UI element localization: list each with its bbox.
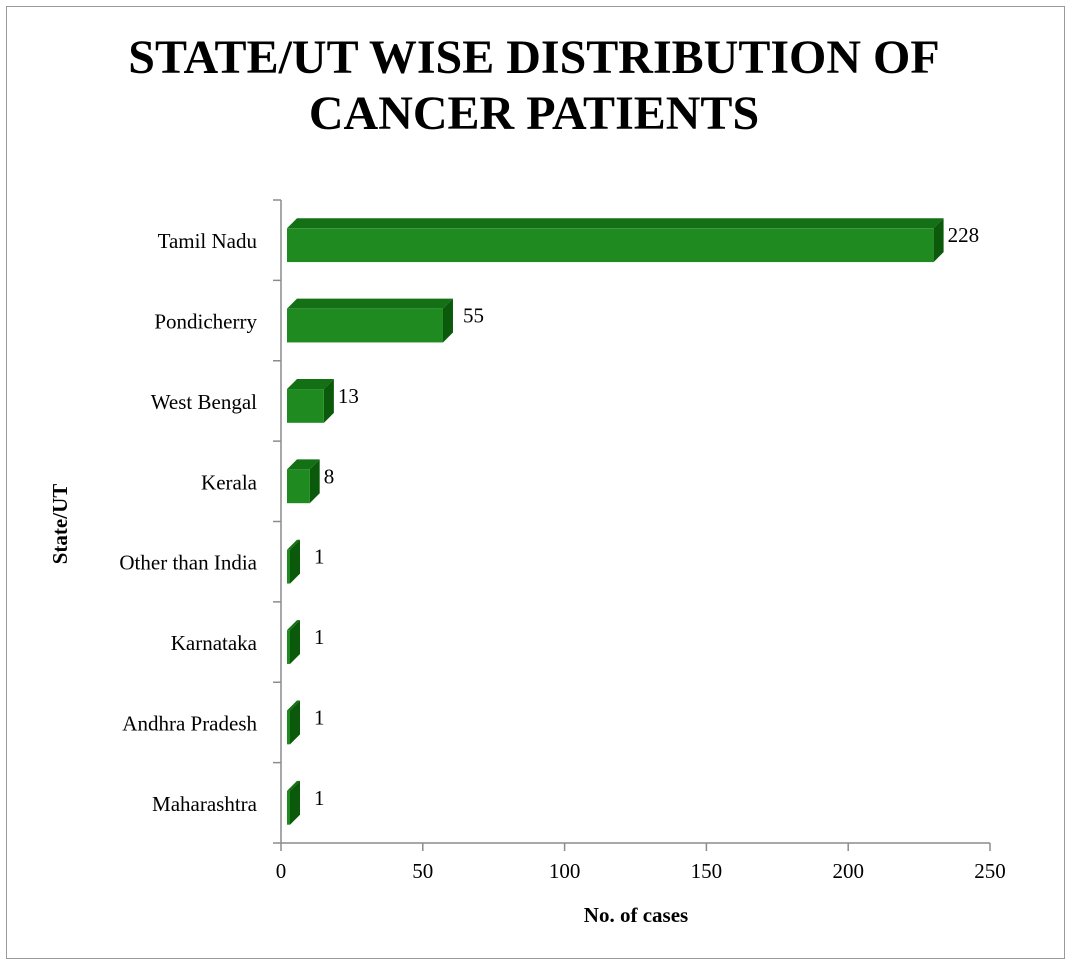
data-label: 1 (314, 786, 325, 810)
x-tick-label: 0 (276, 859, 287, 883)
bar-side (309, 459, 320, 504)
bar-front (287, 549, 290, 584)
data-label: 8 (324, 464, 335, 488)
bar (287, 459, 320, 504)
bar-side (290, 620, 300, 664)
bar-top (287, 218, 944, 229)
x-axis-title: No. of cases (584, 903, 688, 927)
axes (273, 199, 991, 851)
bar-top (287, 459, 320, 470)
data-label: 1 (314, 705, 325, 729)
bar-side (290, 700, 300, 745)
bar-side (323, 379, 334, 423)
bar-side (933, 218, 944, 263)
data-label: 1 (314, 625, 325, 649)
x-tick-label: 150 (691, 859, 723, 883)
labels: 0 50 100 150 200 250 Tamil Nadu 228 Pondicherry 5… (119, 223, 1005, 883)
category-label: Andhra Pradesh (122, 711, 257, 735)
bar-front (287, 630, 290, 664)
category-label: Maharashtra (152, 792, 258, 816)
bar-top (287, 379, 334, 390)
category-label: Tamil Nadu (158, 229, 258, 253)
bar-top (287, 780, 300, 791)
chart-title: STATE/UT WISE DISTRIBUTION OF CANCER PAT… (0, 30, 1068, 142)
x-tick-label: 200 (832, 859, 864, 883)
chart-frame (6, 6, 1065, 959)
bar-front (287, 469, 310, 504)
bar-top (287, 620, 300, 631)
data-label: 228 (948, 223, 980, 247)
bar-top (287, 298, 453, 309)
bar-top (287, 700, 300, 711)
bar-front (287, 710, 290, 745)
bars (287, 218, 944, 825)
category-label: Kerala (201, 470, 258, 494)
chart-title-line-2: CANCER PATIENTS (308, 87, 760, 140)
bar-front (287, 389, 324, 423)
category-label: Karnataka (171, 631, 258, 655)
bar-front (287, 308, 443, 343)
bar-side (290, 780, 300, 825)
x-tick-label: 50 (412, 859, 433, 883)
bar-side (290, 539, 300, 584)
bar-front (287, 790, 290, 825)
category-label: Other than India (119, 551, 257, 575)
bar-front (287, 228, 934, 263)
bar (287, 379, 334, 423)
category-label: West Bengal (151, 390, 257, 414)
bar (287, 539, 300, 584)
x-tick-label: 250 (974, 859, 1006, 883)
data-label: 1 (314, 545, 325, 569)
y-axis-title: State/UT (48, 484, 72, 565)
x-tick-label: 100 (549, 859, 581, 883)
bar (287, 298, 453, 343)
bar-side (442, 298, 453, 343)
bar-top (287, 539, 300, 550)
data-label: 13 (338, 384, 359, 408)
category-label: Pondicherry (154, 310, 257, 334)
bar (287, 700, 300, 745)
data-label: 55 (463, 304, 484, 328)
bar (287, 780, 300, 825)
chart-title-line-1: STATE/UT WISE DISTRIBUTION OF (128, 31, 940, 84)
bar (287, 620, 300, 664)
bar (287, 218, 944, 263)
